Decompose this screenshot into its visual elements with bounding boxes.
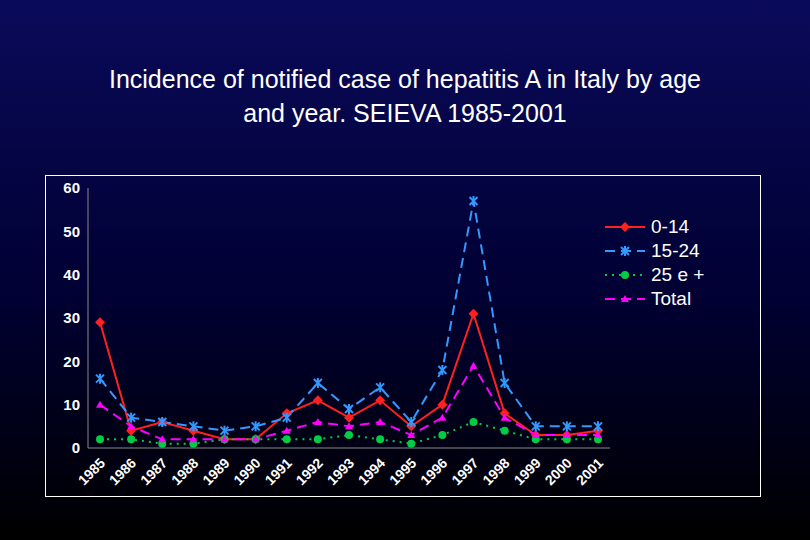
svg-text:1989: 1989 (199, 455, 232, 488)
svg-text:1999: 1999 (511, 455, 544, 488)
svg-text:1991: 1991 (262, 455, 295, 488)
svg-text:10: 10 (63, 396, 80, 413)
html-text:25 e +: 25 e + (651, 264, 705, 285)
html-text:Incidence of notified case of: Incidence of notified case of hepatitis … (109, 65, 701, 127)
svg-text:1987: 1987 (137, 455, 170, 488)
svg-text:1993: 1993 (324, 455, 357, 488)
svg-text:1996: 1996 (417, 455, 450, 488)
svg-text:0: 0 (72, 439, 80, 456)
svg-text:60: 60 (63, 179, 80, 196)
svg-text:1990: 1990 (230, 455, 263, 488)
svg-text:30: 30 (63, 309, 80, 326)
svg-text:1992: 1992 (293, 455, 326, 488)
html-text:15-24: 15-24 (651, 240, 700, 261)
svg-text:1994: 1994 (355, 455, 388, 488)
html-text:Total: Total (651, 288, 692, 309)
svg-text:1986: 1986 (106, 455, 139, 488)
svg-text:40: 40 (63, 266, 80, 283)
svg-text:1995: 1995 (386, 455, 419, 488)
svg-text:50: 50 (63, 223, 80, 240)
svg-text:20: 20 (63, 353, 80, 370)
svg-text:1985: 1985 (75, 455, 108, 488)
svg-text:2000: 2000 (542, 455, 575, 488)
html-text:0-14: 0-14 (651, 216, 689, 237)
svg-text:1988: 1988 (168, 455, 201, 488)
svg-text:2001: 2001 (573, 455, 606, 488)
svg-text:1998: 1998 (479, 455, 512, 488)
svg-text:1997: 1997 (448, 455, 481, 488)
